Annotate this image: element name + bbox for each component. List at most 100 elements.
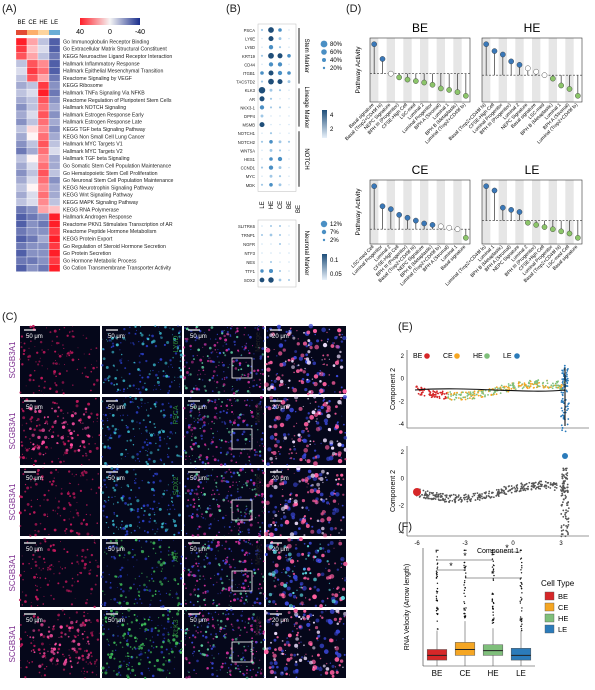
fluorescence-speck	[326, 501, 330, 505]
fluorescence-speck	[61, 422, 64, 425]
axis-tick-label: -4	[399, 530, 405, 536]
fluorescence-speck	[335, 478, 338, 481]
fluorescence-speck	[213, 601, 215, 604]
fluorescence-speck	[118, 429, 120, 431]
fluorescence-speck	[230, 521, 233, 524]
fluorescence-speck	[224, 338, 228, 342]
lollipop-dot	[438, 85, 444, 92]
fluorescence-speck	[33, 328, 34, 330]
fluorescence-speck	[110, 599, 112, 601]
fluorescence-speck	[297, 437, 302, 443]
fluorescence-speck	[224, 480, 226, 482]
fluorescence-speck	[126, 665, 128, 668]
fluorescence-speck	[181, 529, 183, 531]
fluorescence-speck	[121, 419, 124, 422]
fluorescence-speck	[122, 590, 125, 593]
fluorescence-speck	[202, 634, 205, 637]
fluorescence-speck	[315, 420, 317, 423]
fluorescence-speck	[268, 544, 274, 549]
fluorescence-speck	[261, 372, 265, 376]
axis-ylabel: Component 2	[390, 368, 397, 410]
fluorescence-speck	[251, 415, 255, 418]
trajectory-legend-dot	[424, 353, 430, 359]
fluorescence-speck	[70, 626, 74, 629]
fluorescence-speck	[81, 559, 84, 563]
fluorescence-speck	[85, 337, 88, 339]
chart-frame	[481, 37, 583, 103]
fluorescence-speck	[146, 576, 148, 578]
fluorescence-speck	[98, 632, 100, 634]
fluorescence-speck	[293, 608, 298, 614]
fluorescence-speck	[212, 360, 215, 363]
fluorescence-speck	[163, 416, 165, 419]
fluorescence-speck	[235, 461, 238, 464]
fluorescence-speck	[29, 486, 32, 489]
fluorescence-speck	[132, 444, 135, 446]
fluorescence-speck	[63, 364, 66, 366]
fluorescence-speck	[46, 513, 48, 515]
fluorescence-speck	[252, 470, 254, 473]
fluorescence-speck	[215, 633, 217, 635]
fluorescence-speck	[236, 490, 239, 493]
trajectory-cell	[450, 395, 452, 397]
fluorescence-speck	[208, 357, 210, 359]
fluorescence-speck	[237, 522, 241, 526]
fluorescence-speck	[116, 477, 120, 481]
fluorescence-speck	[169, 430, 173, 434]
fluorescence-speck	[229, 654, 232, 657]
lollipop-dot	[533, 222, 539, 228]
trajectory-cell	[503, 385, 506, 388]
heatmap-cell	[37, 191, 50, 199]
fluorescence-speck	[331, 674, 335, 678]
fluorescence-speck	[313, 488, 317, 492]
fluorescence-speck	[223, 329, 225, 331]
fluorescence-speck	[56, 335, 58, 338]
fluorescence-speck	[319, 476, 324, 481]
fluorescence-speck	[244, 568, 247, 571]
fluorescence-speck	[184, 629, 187, 631]
fluorescence-speck	[185, 371, 189, 375]
dotplot-dot	[260, 28, 264, 32]
fluorescence-speck	[329, 526, 334, 531]
fluorescence-speck	[321, 327, 326, 333]
trajectory-cell	[495, 393, 498, 396]
trajectory-cell	[440, 391, 443, 394]
fluorescence-speck	[75, 509, 77, 511]
fluorescence-speck	[53, 372, 56, 375]
velocity-cell	[560, 504, 563, 507]
fluorescence-speck	[343, 653, 346, 656]
fluorescence-speck	[120, 528, 123, 530]
fluorescence-speck	[119, 582, 120, 584]
fluorescence-speck	[41, 663, 44, 666]
fluorescence-speck	[87, 663, 89, 665]
velocity-cell	[515, 484, 518, 487]
trajectory-cell	[532, 386, 535, 389]
fluorescence-speck	[62, 392, 65, 395]
fluorescence-speck	[106, 476, 109, 479]
fluorescence-speck	[325, 478, 328, 482]
fluorescence-speck	[223, 377, 226, 379]
fluorescence-speck	[29, 325, 32, 329]
trajectory-cell	[487, 393, 489, 396]
fluorescence-speck	[309, 402, 311, 404]
heatmap-cell	[26, 37, 39, 46]
fluorescence-speck	[310, 529, 315, 534]
axis-tick-label: -2	[399, 503, 405, 509]
fluorescence-speck	[295, 621, 298, 625]
velocity-cell	[562, 501, 564, 504]
fluorescence-speck	[79, 647, 82, 651]
heatmap-cell	[48, 37, 61, 46]
fluorescence-speck	[92, 366, 95, 370]
fluorescence-speck	[81, 548, 85, 552]
fluorescence-speck	[340, 556, 345, 562]
panel-c-label: (C)	[2, 311, 17, 323]
fluorescence-speck	[115, 644, 118, 646]
lollipop-dot	[508, 207, 514, 213]
fluorescence-speck	[304, 655, 306, 657]
fluorescence-speck	[19, 456, 22, 459]
fluorescence-speck	[283, 583, 288, 588]
fluorescence-speck	[47, 416, 50, 419]
fluorescence-speck	[24, 490, 27, 493]
fluorescence-speck	[259, 526, 261, 529]
fluorescence-speck	[221, 516, 225, 520]
